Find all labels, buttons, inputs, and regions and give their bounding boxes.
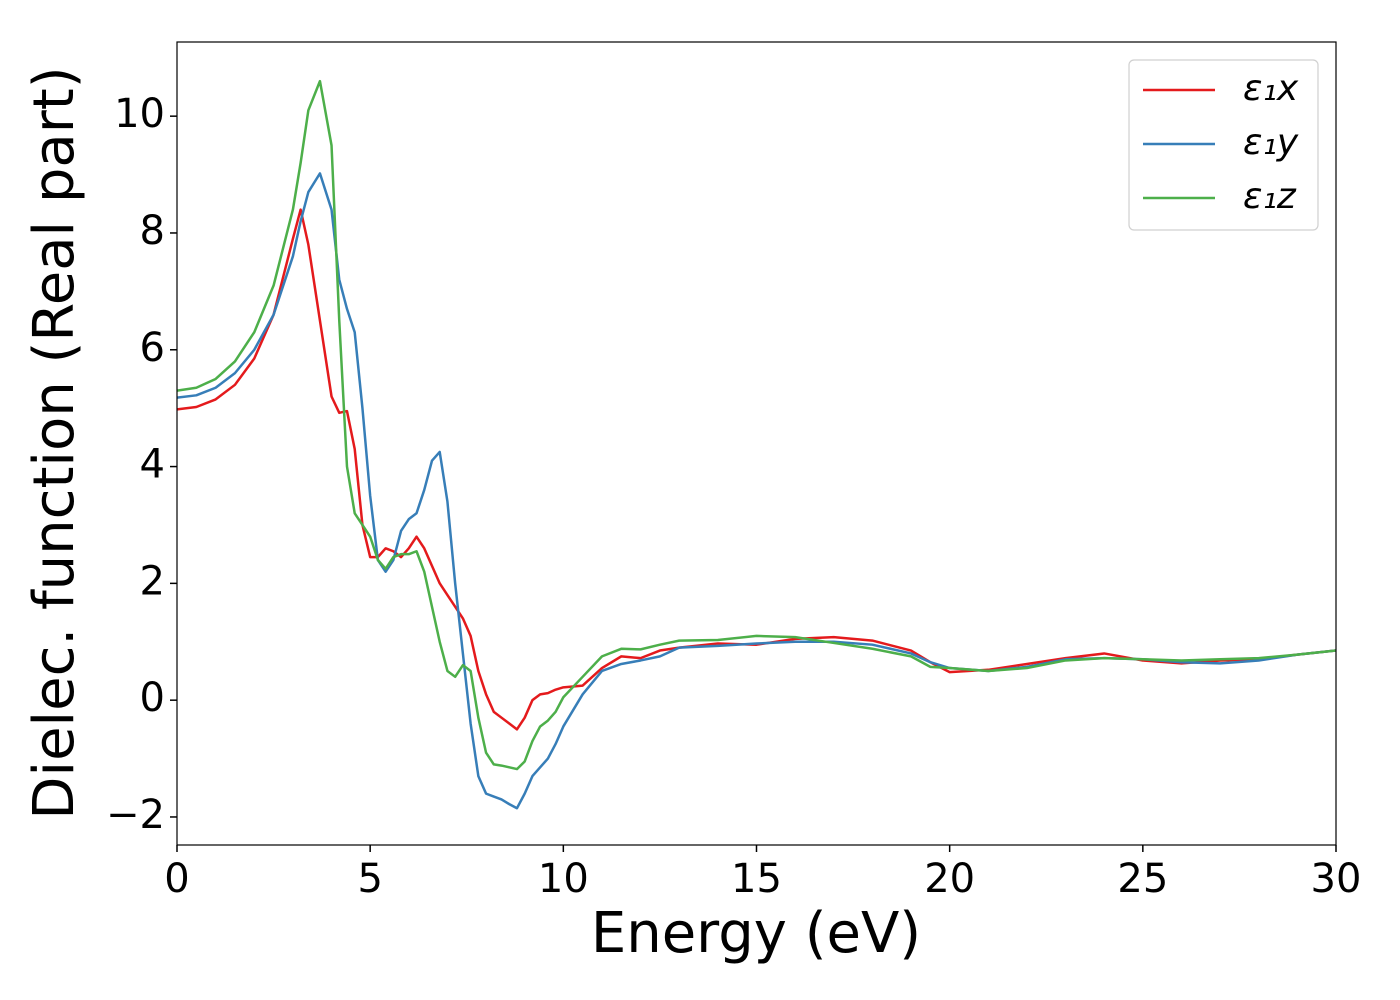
legend-label: ε₁x bbox=[1243, 68, 1299, 109]
y-tick-label: 8 bbox=[140, 208, 165, 254]
series-line bbox=[177, 79, 1336, 771]
plot-frame bbox=[176, 41, 1337, 846]
x-axis-label: Energy (eV) bbox=[591, 901, 921, 966]
legend-label: ε₁y bbox=[1243, 122, 1299, 163]
y-axis-label: Dielec. function (Real part) bbox=[22, 66, 87, 819]
x-tick-label: 30 bbox=[1311, 856, 1362, 902]
y-tick-label: 2 bbox=[140, 558, 165, 604]
x-tick-label: 5 bbox=[357, 856, 382, 902]
x-tick-label: 0 bbox=[164, 856, 189, 902]
x-tick-label: 10 bbox=[538, 856, 589, 902]
y-tick-label: 4 bbox=[140, 442, 165, 488]
y-tick-label: 6 bbox=[140, 325, 165, 371]
y-tick-label: −2 bbox=[106, 792, 165, 838]
y-tick-label: 10 bbox=[114, 91, 165, 137]
x-tick-label: 15 bbox=[731, 856, 782, 902]
legend-label: ε₁z bbox=[1243, 176, 1297, 217]
x-tick-label: 20 bbox=[924, 856, 975, 902]
legend-box bbox=[1128, 59, 1319, 231]
y-tick-label: 0 bbox=[140, 675, 165, 721]
x-tick-label: 25 bbox=[1117, 856, 1168, 902]
series-line bbox=[177, 208, 1336, 731]
